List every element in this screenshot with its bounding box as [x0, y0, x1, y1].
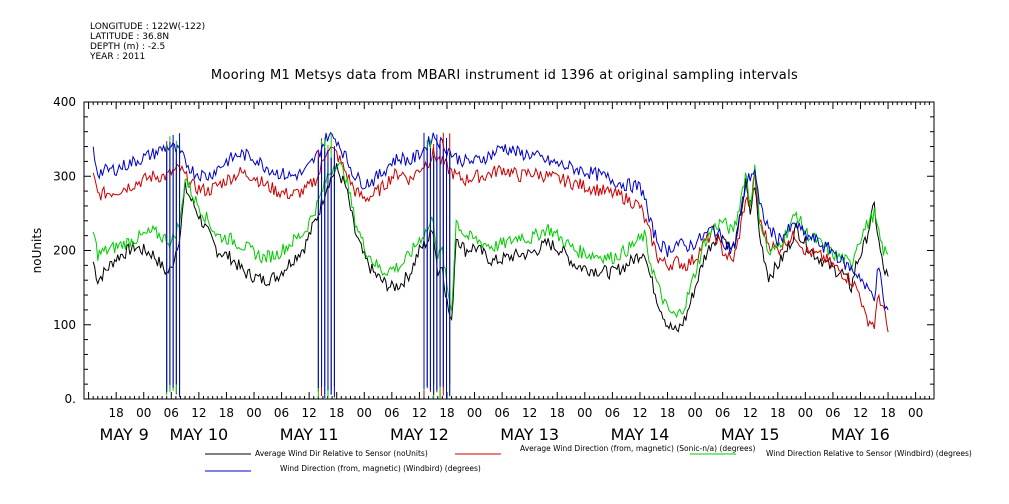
metadata-block: LONGITUDE : 122W(-122) LATITUDE : 36.8N …: [90, 22, 205, 62]
year-label: YEAR : 2011: [90, 52, 146, 62]
x-hour-label: 18: [329, 406, 344, 420]
legend-label-2: Wind Direction Relative to Sensor (Windb…: [766, 449, 972, 458]
x-hour-label: 06: [274, 406, 289, 420]
x-hour-label: 00: [357, 406, 372, 420]
y-tick-label: 100: [53, 318, 76, 332]
x-day-label: MAY 14: [611, 425, 670, 444]
x-hour-label: 00: [577, 406, 592, 420]
x-hour-label: 06: [825, 406, 840, 420]
x-hour-label: 12: [743, 406, 758, 420]
y-tick-label: 200: [53, 244, 76, 258]
depth-label: DEPTH (m) : -2.5: [90, 42, 166, 52]
y-tick-label: 300: [53, 169, 76, 183]
series-line-3: [92, 131, 889, 311]
x-hour-label: 12: [853, 406, 868, 420]
x-hour-label: 00: [467, 406, 482, 420]
x-hour-label: 00: [687, 406, 702, 420]
longitude-label: LONGITUDE : 122W(-122): [90, 22, 206, 32]
x-day-label: MAY 10: [169, 425, 228, 444]
latitude-label: LATITUDE : 36.8N: [90, 32, 170, 42]
x-hour-label: 06: [715, 406, 730, 420]
x-hour-label: 18: [550, 406, 565, 420]
x-hour-label: 06: [164, 406, 179, 420]
x-hour-label: 12: [632, 406, 647, 420]
x-hour-label: 00: [908, 406, 923, 420]
x-hour-label: 06: [384, 406, 399, 420]
series-line-0: [92, 163, 889, 333]
legend-label-1: Average Wind Direction (from, magnetic) …: [520, 444, 756, 453]
x-hour-label: 18: [660, 406, 675, 420]
legend-label-0: Average Wind Dir Relative to Sensor (noU…: [255, 449, 428, 458]
x-hour-label: 12: [412, 406, 427, 420]
x-hour-label: 06: [605, 406, 620, 420]
x-hour-label: 12: [522, 406, 537, 420]
x-day-label: MAY 12: [390, 425, 449, 444]
x-day-label: 9: [139, 425, 149, 444]
x-hour-label: 12: [191, 406, 206, 420]
x-day-label: MAY 16: [831, 425, 890, 444]
x-day-label: MAY 11: [280, 425, 339, 444]
x-day-label: MAY: [100, 425, 134, 444]
x-hour-label: 18: [880, 406, 895, 420]
chart-title: Mooring M1 Metsys data from MBARI instru…: [210, 68, 799, 83]
y-axis-label: noUnits: [30, 228, 44, 274]
series-line-1: [92, 146, 889, 333]
x-hour-label: 12: [301, 406, 316, 420]
y-tick-label: 400: [53, 95, 76, 109]
x-hour-label: 18: [770, 406, 785, 420]
x-hour-label: 00: [798, 406, 813, 420]
legend-label-3: Wind Direction (from, magnetic) (Windbir…: [280, 464, 481, 473]
x-hour-label: 00: [246, 406, 261, 420]
x-hour-label: 18: [109, 406, 124, 420]
y-tick-label: 0.: [65, 392, 76, 406]
x-hour-label: 18: [219, 406, 234, 420]
x-day-label: MAY 13: [500, 425, 559, 444]
x-hour-label: 00: [136, 406, 151, 420]
x-hour-label: 18: [439, 406, 454, 420]
x-hour-label: 06: [494, 406, 509, 420]
x-day-label: MAY 15: [721, 425, 780, 444]
